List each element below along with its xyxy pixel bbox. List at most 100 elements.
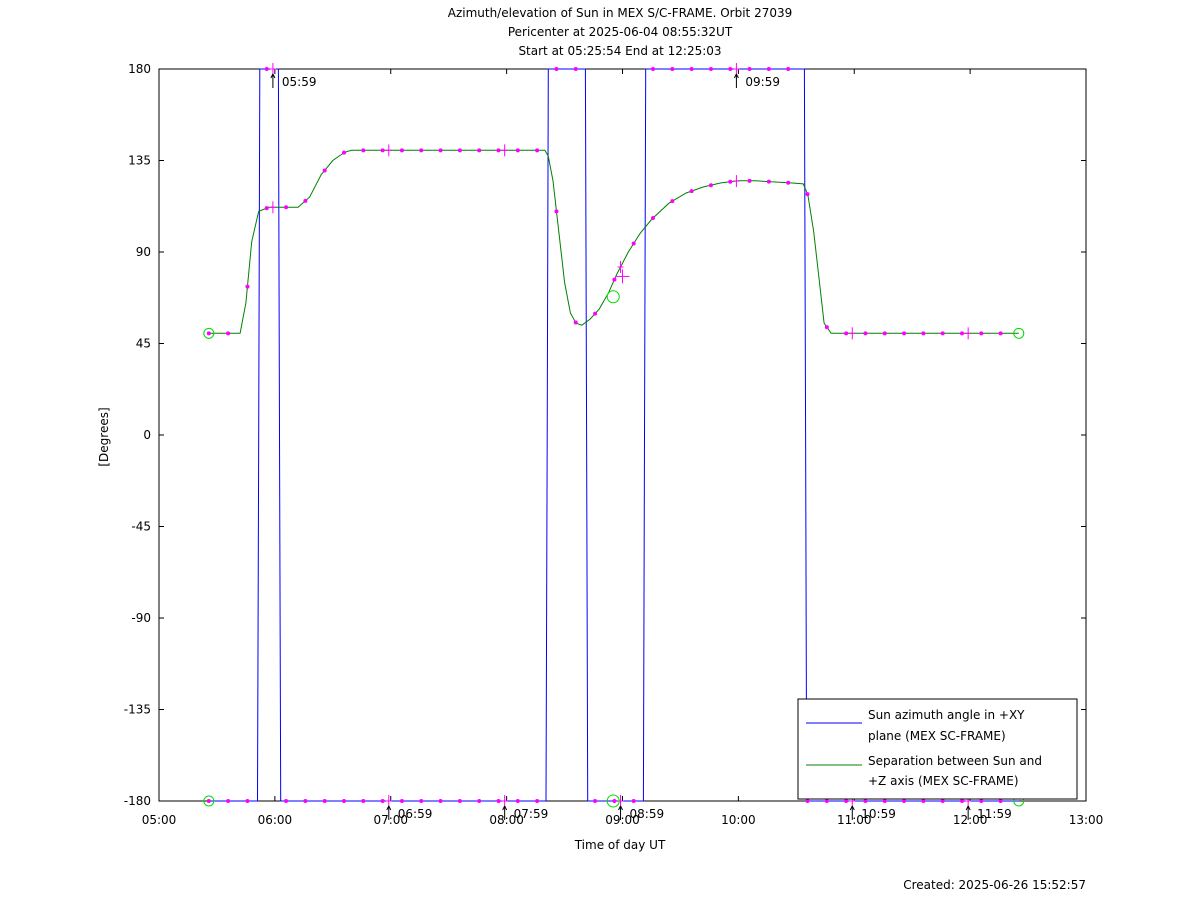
separation-sample-point [457, 148, 462, 153]
time-label-arrowhead [618, 805, 621, 811]
x-tick-label: 11:00 [837, 813, 872, 827]
azimuth-sample-point [882, 799, 887, 803]
separation-series-line [208, 149, 1019, 334]
x-tick-label: 09:00 [605, 813, 640, 827]
azimuth-sample-point [496, 799, 501, 803]
azimuth-sample-point [631, 799, 636, 803]
separation-sample-point [863, 331, 868, 336]
y-tick-label: 45 [136, 337, 151, 351]
azimuth-sample-point [651, 67, 656, 71]
time-label-arrowhead [965, 805, 969, 811]
azimuth-sample-point [477, 799, 482, 803]
time-label-text: 08:59 [630, 807, 665, 821]
separation-sample-point [708, 183, 713, 188]
time-label-text: 05:59 [282, 75, 317, 89]
separation-sample-point [728, 179, 733, 184]
x-tick-label: 07:00 [373, 813, 408, 827]
azimuth-sample-point [342, 799, 347, 803]
separation-sample-point [264, 206, 269, 211]
y-tick-label: -45 [131, 520, 151, 534]
y-tick-label: -90 [131, 611, 151, 625]
azimuth-series-line [208, 68, 1019, 802]
pericenter-marker-azimuth [606, 794, 620, 808]
time-label-arrowhead [849, 805, 853, 811]
series-layer [208, 68, 1019, 802]
azimuth-sample-point [438, 799, 443, 803]
separation-sample-point [689, 189, 694, 194]
start-end-marker [203, 327, 215, 339]
time-label-arrowhead [502, 805, 506, 811]
separation-sample-point [245, 284, 250, 289]
azimuth-sample-point [940, 799, 945, 803]
time-label-arrowhead [388, 805, 392, 811]
separation-sample-point [535, 148, 540, 153]
azimuth-sample-point [670, 67, 675, 71]
azimuth-sample-point [863, 799, 868, 803]
separation-sample-point [477, 148, 482, 153]
azimuth-sample-point [805, 799, 810, 803]
separation-sample-point [747, 178, 752, 183]
time-label-text: 10:59 [861, 807, 896, 821]
separation-sample-point [438, 148, 443, 153]
chart-title: Azimuth/elevation of Sun in MEX S/C-FRAM… [448, 6, 793, 20]
azimuth-sample-point [960, 799, 965, 803]
azimuth-sample-point [399, 799, 404, 803]
separation-sample-point [979, 331, 984, 336]
separation-sample-point [631, 241, 636, 246]
azimuth-sample-point [303, 799, 308, 803]
y-tick-label: 180 [128, 62, 151, 76]
azimuth-sample-point [380, 799, 385, 803]
azimuth-sample-point [844, 799, 849, 803]
time-label-arrowhead [733, 73, 737, 79]
created-timestamp: Created: 2025-06-26 15:52:57 [903, 878, 1086, 892]
azimuth-sample-point [979, 799, 984, 803]
azimuth-sample-point [921, 799, 926, 803]
separation-sample-point [882, 331, 887, 336]
azimuth-sample-point [322, 799, 327, 803]
x-tick-label: 12:00 [953, 813, 988, 827]
y-tick-label: 90 [136, 245, 151, 259]
azimuth-sample-point [747, 67, 752, 71]
time-label-arrowhead [386, 805, 390, 811]
azimuth-sample-point [573, 67, 578, 71]
y-tick-label: 0 [143, 428, 151, 442]
chart-subtitle-start-end: Start at 05:25:54 End at 12:25:03 [518, 44, 721, 58]
x-tick-label: 08:00 [489, 813, 524, 827]
separation-sample-point [206, 331, 211, 336]
azimuth-sample-point [457, 799, 462, 803]
separation-sample-point [998, 331, 1003, 336]
plot-frame [158, 68, 1087, 802]
separation-sample-point [226, 331, 231, 336]
separation-sample-point [284, 205, 289, 210]
azimuth-sample-point [206, 799, 211, 803]
separation-sample-point [515, 148, 520, 153]
separation-sample-point [766, 179, 771, 184]
separation-sample-point [322, 168, 327, 173]
azimuth-sample-point [226, 799, 231, 803]
separation-sample-point [496, 148, 501, 153]
y-tick-label: 135 [128, 154, 151, 168]
time-label-arrowhead [620, 805, 623, 811]
separation-sample-point [554, 209, 559, 214]
separation-sample-point [419, 148, 424, 153]
time-label-arrowhead [851, 805, 855, 811]
separation-sample-point [399, 148, 404, 153]
separation-sample-point [921, 331, 926, 336]
x-tick-label: 13:00 [1069, 813, 1104, 827]
pericenter-marker [606, 290, 620, 304]
azimuth-sample-point [824, 799, 829, 803]
azimuth-sample-point [998, 799, 1003, 803]
time-label-text: 09:59 [745, 75, 780, 89]
separation-sample-point [593, 311, 598, 316]
azimuth-sample-point [554, 67, 559, 71]
azimuth-sample-point [419, 799, 424, 803]
azimuth-sample-point [902, 799, 907, 803]
time-labels-layer: 05:59 06:59 07:59 08:59 09:59 10:59 11:59 [270, 73, 1012, 821]
azimuth-sample-point [535, 799, 540, 803]
time-label-arrowhead [967, 805, 971, 811]
separation-sample-point [844, 331, 849, 336]
azimuth-sample-point [284, 799, 289, 803]
time-label-text: 06:59 [398, 807, 433, 821]
separation-sample-point [805, 192, 810, 197]
